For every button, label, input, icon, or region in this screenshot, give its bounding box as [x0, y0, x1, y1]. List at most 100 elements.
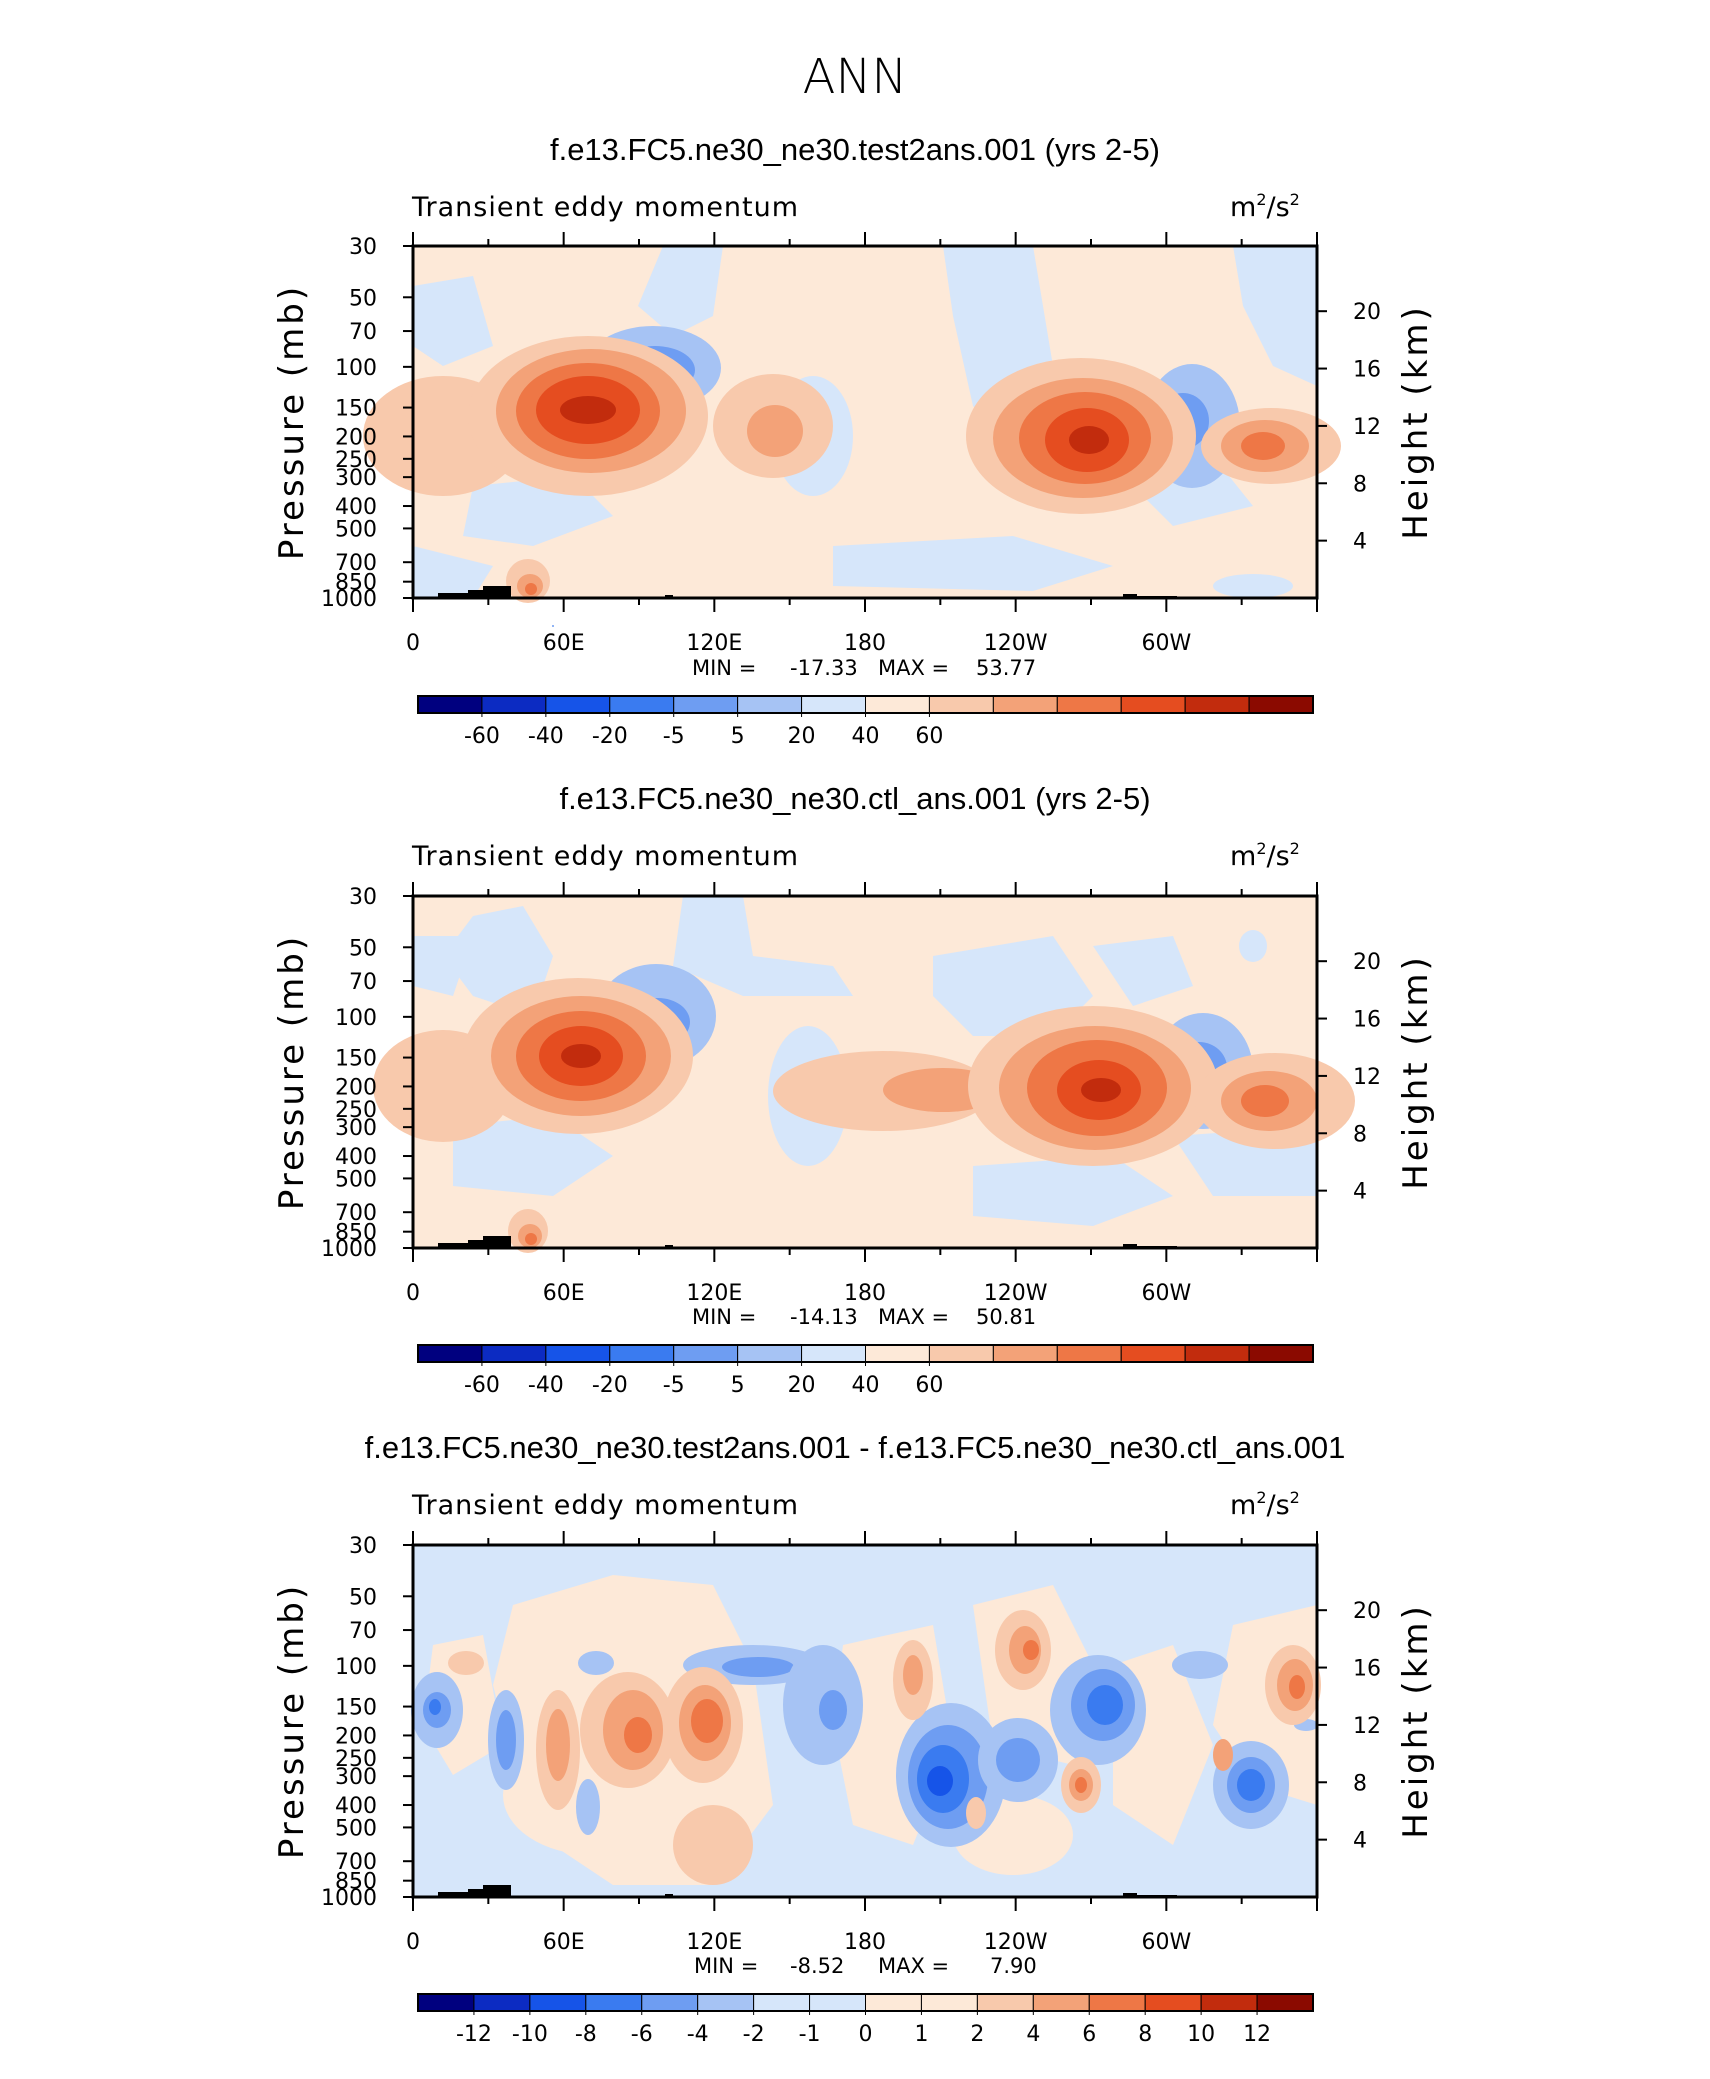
lon-tick-label: 0	[406, 1930, 420, 1955]
pressure-tick-label: 1000	[321, 1886, 377, 1911]
lon-tick-label: 0	[406, 1281, 420, 1306]
lon-tick-label: 60W	[1141, 1930, 1191, 1955]
height-tick-label: 16	[1353, 358, 1381, 383]
colorbar-label: 2	[970, 2022, 984, 2047]
pressure-tick-label: 200	[335, 1075, 377, 1100]
colorbar-label: 8	[1138, 2022, 1152, 2047]
height-tick-label: 20	[1353, 1599, 1381, 1624]
panel-2: f.e13.FC5.ne30_ne30.ctl_ans.001 (yrs 2-5…	[272, 781, 1436, 1398]
colorbar-swatch	[545, 1344, 611, 1363]
lon-tick-label: 120W	[984, 631, 1048, 656]
colorbar-label: -40	[528, 724, 564, 749]
panel-title: f.e13.FC5.ne30_ne30.test2ans.001 (yrs 2-…	[550, 132, 1160, 167]
pressure-tick-label: 500	[335, 517, 377, 542]
colorbar-swatch	[920, 1993, 978, 2012]
pressure-tick-label: 50	[349, 286, 377, 311]
colorbar-swatch	[1088, 1993, 1146, 2012]
colorbar-label: 1	[914, 2022, 928, 2047]
colorbar-swatch	[865, 695, 930, 714]
colorbar-swatch	[801, 695, 867, 714]
y-axis-title-right: Height (km)	[1396, 1603, 1436, 1839]
lon-tick-label: 120W	[984, 1281, 1048, 1306]
pressure-tick-label: 50	[349, 936, 377, 961]
colorbar-swatch	[753, 1993, 811, 2012]
y-axis-title-right: Height (km)	[1396, 304, 1436, 540]
lon-tick-label: 120E	[686, 631, 742, 656]
pressure-tick-label: 150	[335, 1696, 377, 1721]
plot-area	[373, 894, 1355, 1253]
min-value: -14.13	[790, 1305, 858, 1329]
lon-tick-label: 120E	[686, 1281, 742, 1306]
lon-tick-label: 60E	[543, 1930, 585, 1955]
height-tick-label: 20	[1353, 300, 1381, 325]
pressure-tick-label: 300	[335, 1765, 377, 1790]
colorbar-swatch	[1200, 1993, 1258, 2012]
variable-label: Transient eddy momentum	[411, 192, 799, 223]
colorbar-label: 10	[1187, 2022, 1215, 2047]
colorbar-swatch	[928, 695, 994, 714]
max-value: 7.90	[990, 1954, 1037, 1978]
lon-tick-label: 60E	[543, 1281, 585, 1306]
y-axis-title-left: Pressure (mb)	[272, 1583, 312, 1859]
colorbar-swatch	[801, 1344, 867, 1363]
colorbar-swatch	[1056, 695, 1122, 714]
colorbar-label: 20	[788, 724, 816, 749]
pressure-tick-label: 400	[335, 1145, 377, 1170]
colorbar-swatch	[1056, 1344, 1122, 1363]
panel-title: f.e13.FC5.ne30_ne30.ctl_ans.001 (yrs 2-5…	[559, 781, 1150, 816]
colorbar-swatch	[609, 1344, 675, 1363]
colorbar-swatch	[545, 695, 611, 714]
colorbar: -12 -10 -8 -6 -4 -2 -1 0 1 2 4 6 8 10 12	[417, 1993, 1314, 2047]
colorbar-label: 20	[788, 1373, 816, 1398]
max-value: 53.77	[976, 656, 1036, 680]
colorbar-label: 0	[859, 2022, 873, 2047]
lon-tick-label: 60W	[1141, 1281, 1191, 1306]
colorbar-swatch	[992, 1344, 1058, 1363]
max-label: MAX =	[878, 656, 949, 680]
plot-area	[411, 1543, 1321, 1899]
colorbar-swatch	[697, 1993, 755, 2012]
colorbar-label: -12	[456, 2022, 492, 2047]
colorbar-swatch	[481, 1344, 547, 1363]
pressure-tick-label: 700	[335, 1850, 377, 1875]
colorbar-swatch	[585, 1993, 643, 2012]
colorbar-label: -5	[663, 724, 685, 749]
y-axis-title-right: Height (km)	[1396, 954, 1436, 1190]
min-value: -8.52	[790, 1954, 844, 1978]
colorbar-swatch	[417, 1344, 483, 1363]
y-axis-title-left: Pressure (mb)	[272, 934, 312, 1210]
pressure-tick-label: 200	[335, 425, 377, 450]
pressure-tick-label: 850	[335, 1870, 377, 1895]
colorbar-swatch	[641, 1993, 699, 2012]
colorbar-label: -40	[528, 1373, 564, 1398]
height-tick-label: 16	[1353, 1657, 1381, 1682]
min-max-label: MIN = -8.52 MAX = 7.90	[694, 1954, 1037, 1978]
min-label: MIN =	[692, 656, 756, 680]
max-label: MAX =	[878, 1954, 949, 1978]
colorbar-swatch	[1256, 1993, 1314, 2012]
colorbar-label: -4	[687, 2022, 709, 2047]
colorbar-swatch	[529, 1993, 587, 2012]
colorbar-label: 40	[852, 1373, 880, 1398]
contour-field	[363, 246, 1341, 627]
min-value: -17.33	[790, 656, 858, 680]
height-tick-label: 8	[1353, 1771, 1367, 1796]
height-tick-label: 4	[1353, 1180, 1367, 1205]
colorbar-label: -20	[592, 1373, 628, 1398]
colorbar-swatch	[1184, 1344, 1250, 1363]
pressure-tick-label: 250	[335, 1747, 377, 1772]
colorbar-swatch	[737, 1344, 803, 1363]
colorbar-label: -8	[575, 2022, 597, 2047]
height-tick-label: 12	[1353, 1714, 1381, 1739]
colorbar-swatch	[1184, 695, 1250, 714]
colorbar-label: 40	[852, 724, 880, 749]
contour-field	[373, 896, 1355, 1253]
min-label: MIN =	[694, 1954, 758, 1978]
colorbar-label: -5	[663, 1373, 685, 1398]
pressure-tick-label: 700	[335, 1201, 377, 1226]
min-max-label: MIN = -14.13 MAX = 50.81	[692, 1305, 1036, 1329]
pressure-tick-label: 1000	[321, 587, 377, 612]
